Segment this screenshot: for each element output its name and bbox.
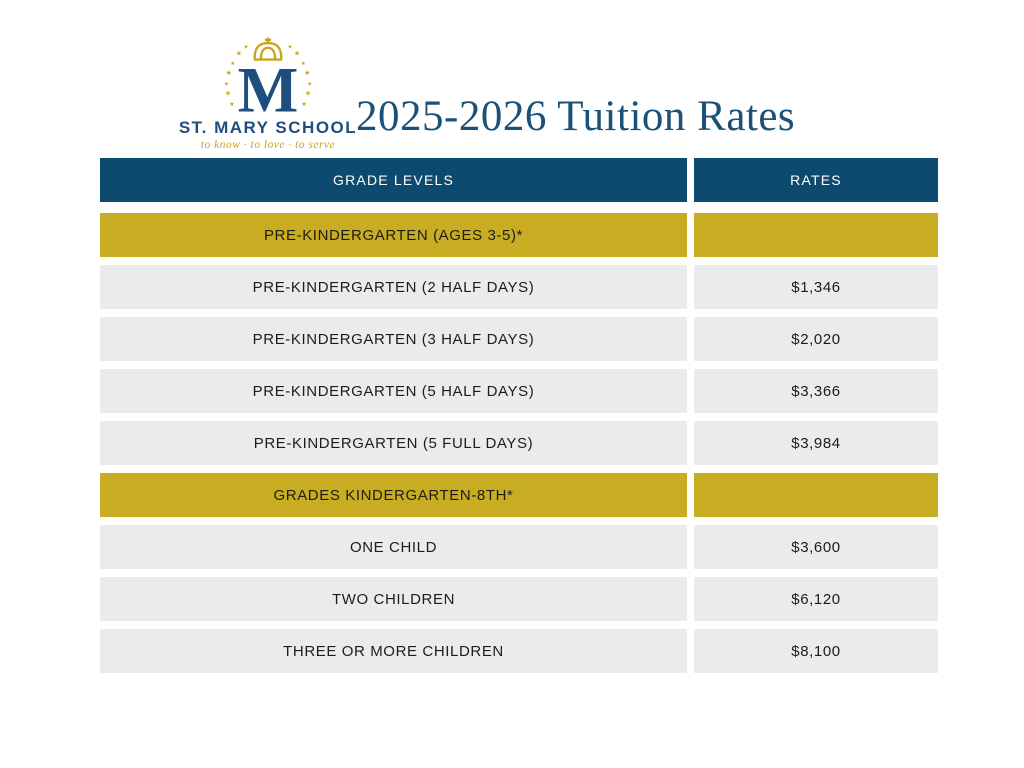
svg-text:★: ★	[225, 89, 231, 98]
table-row: PRE-KINDERGARTEN (5 FULL DAYS) $3,984	[100, 421, 938, 465]
table-row: PRE-KINDERGARTEN (3 HALF DAYS) $2,020	[100, 317, 938, 361]
rate-cell: $2,020	[694, 317, 938, 361]
svg-text:★: ★	[236, 49, 242, 58]
svg-text:★: ★	[305, 89, 311, 98]
svg-text:★: ★	[230, 61, 235, 67]
tuition-table: GRADE LEVELS RATES PRE-KINDERGARTEN (AGE…	[100, 158, 938, 681]
grade-level-cell: PRE-KINDERGARTEN (3 HALF DAYS)	[100, 317, 687, 361]
svg-text:★: ★	[301, 101, 307, 108]
grade-level-cell: PRE-KINDERGARTEN (5 HALF DAYS)	[100, 369, 687, 413]
svg-text:★: ★	[294, 49, 300, 58]
grade-level-cell: PRE-KINDERGARTEN (2 HALF DAYS)	[100, 265, 687, 309]
school-tagline: to know · to love · to serve	[200, 139, 336, 151]
table-row: THREE OR MORE CHILDREN $8,100	[100, 629, 938, 673]
svg-text:★: ★	[304, 68, 310, 77]
school-name: ST. MARY SCHOOL	[178, 118, 358, 137]
rate-cell: $1,346	[694, 265, 938, 309]
rate-cell: $6,120	[694, 577, 938, 621]
tuition-table-body: PRE-KINDERGARTEN (AGES 3-5)* PRE-KINDERG…	[100, 213, 938, 673]
rate-cell: $3,600	[694, 525, 938, 569]
svg-text:★: ★	[307, 81, 312, 87]
svg-text:M: M	[238, 54, 299, 116]
table-row: PRE-KINDERGARTEN (AGES 3-5)*	[100, 213, 938, 257]
column-header-rates: RATES	[694, 158, 938, 202]
crown-icon	[253, 37, 283, 61]
svg-text:★: ★	[287, 45, 292, 51]
page-title: 2025-2026 Tuition Rates	[356, 93, 796, 140]
table-row: PRE-KINDERGARTEN (2 HALF DAYS) $1,346	[100, 265, 938, 309]
grade-level-cell: PRE-KINDERGARTEN (5 FULL DAYS)	[100, 421, 687, 465]
table-row: TWO CHILDREN $6,120	[100, 577, 938, 621]
grade-level-cell: TWO CHILDREN	[100, 577, 687, 621]
rate-cell	[694, 473, 938, 517]
rate-cell: $3,366	[694, 369, 938, 413]
grade-level-cell: ONE CHILD	[100, 525, 687, 569]
school-logo: ★ ★ ★ ★ ★ ★ ★ ★ ★ ★ ★ ★ ★ ★ M ST. MARY S…	[178, 36, 358, 151]
rate-cell	[694, 213, 938, 257]
svg-text:★: ★	[301, 61, 306, 67]
svg-text:★: ★	[244, 45, 249, 51]
grade-level-cell: GRADES KINDERGARTEN-8TH*	[100, 473, 687, 517]
rate-cell: $8,100	[694, 629, 938, 673]
rate-cell: $3,984	[694, 421, 938, 465]
table-row: PRE-KINDERGARTEN (5 HALF DAYS) $3,366	[100, 369, 938, 413]
crowned-m-with-stars-icon: ★ ★ ★ ★ ★ ★ ★ ★ ★ ★ ★ ★ ★ ★ M	[224, 37, 312, 116]
table-header-row: GRADE LEVELS RATES	[100, 158, 938, 202]
column-header-grade-levels: GRADE LEVELS	[100, 158, 687, 202]
svg-text:★: ★	[224, 81, 229, 87]
grade-level-cell: THREE OR MORE CHILDREN	[100, 629, 687, 673]
table-row: ONE CHILD $3,600	[100, 525, 938, 569]
table-row: GRADES KINDERGARTEN-8TH*	[100, 473, 938, 517]
grade-level-cell: PRE-KINDERGARTEN (AGES 3-5)*	[100, 213, 687, 257]
svg-text:★: ★	[226, 68, 232, 77]
svg-text:★: ★	[229, 101, 235, 108]
